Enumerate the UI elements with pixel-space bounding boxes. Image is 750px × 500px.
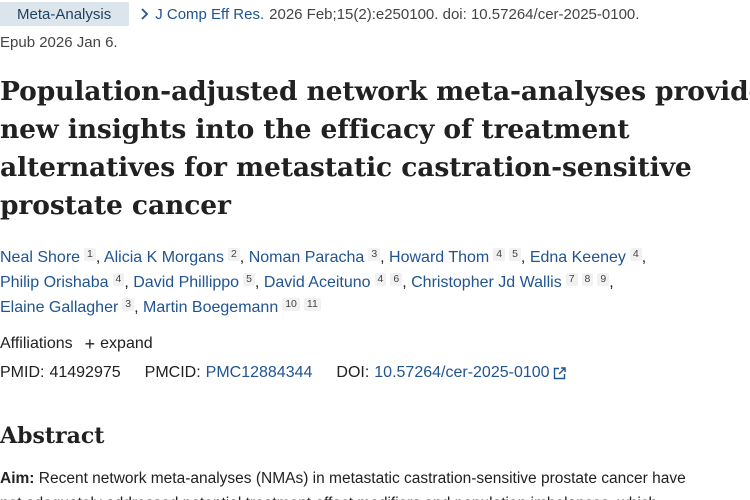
pmid-value: 41492975: [49, 364, 121, 381]
affiliation-ref[interactable]: 4: [374, 273, 387, 286]
citation-text: 2026 Feb;15(2):e250100. doi: 10.57264/ce…: [269, 5, 640, 23]
author-link[interactable]: Philip Orishaba: [0, 274, 109, 291]
affiliation-ref[interactable]: 2: [227, 248, 240, 261]
affiliation-ref[interactable]: 6: [390, 273, 403, 286]
affiliation-ref[interactable]: 8: [581, 273, 594, 286]
affiliation-ref[interactable]: 4: [629, 248, 642, 261]
expand-label: expand: [100, 335, 153, 352]
expand-affiliations-button[interactable]: + expand: [85, 335, 153, 353]
aim-line: Aim: Recent network meta-analyses (NMAs)…: [0, 466, 750, 491]
plus-icon: +: [84, 334, 96, 354]
abstract-aim: Aim: Recent network meta-analyses (NMAs)…: [0, 466, 750, 500]
author-line: Philip Orishaba 4, David Phillippo 5, Davi…: [0, 273, 614, 291]
affiliation-ref[interactable]: 10: [282, 298, 300, 311]
aim-line: not adequately addressed potential treat…: [0, 491, 750, 500]
doi-label: DOI:: [336, 364, 370, 381]
affiliation-ref[interactable]: 9: [597, 273, 610, 286]
author-link[interactable]: Christopher Jd Wallis: [411, 274, 562, 291]
affiliation-ref[interactable]: 7: [565, 273, 578, 286]
author-link[interactable]: Edna Keeney: [529, 249, 626, 266]
aim-label: Aim:: [0, 470, 35, 487]
affiliation-ref[interactable]: 4: [493, 248, 506, 261]
journal-link[interactable]: J Comp Eff Res.: [155, 5, 265, 23]
title-line: prostate cancer: [0, 190, 231, 221]
author-link[interactable]: Noman Paracha: [248, 249, 365, 266]
author-line: Elaine Gallagher 3, Martin Boegemann 10 11: [0, 295, 646, 320]
epub-date: Epub 2026 Jan 6.: [0, 34, 118, 51]
affiliation-ref[interactable]: 1: [84, 248, 96, 261]
title-line: alternatives for metastatic castration-s…: [0, 152, 692, 183]
article-type-badge: Meta-Analysis: [0, 2, 130, 26]
affiliation-ref[interactable]: 4: [112, 273, 125, 286]
abstract-heading: Abstract: [0, 423, 105, 449]
pmcid-link[interactable]: PMC12884344: [205, 364, 313, 381]
author-list: Neal Shore 1, Alicia K Morgans 2, Noman Pa…: [0, 245, 646, 320]
title-line: new insights into the efficacy of treatm…: [0, 114, 630, 145]
affiliation-ref[interactable]: 5: [243, 273, 255, 286]
author-link[interactable]: David Aceituno: [263, 274, 371, 291]
identifiers-row: PMID: 41492975 PMCID: PMC12884344 DOI: 1…: [0, 364, 566, 382]
author-link[interactable]: Howard Thom: [389, 249, 490, 266]
affiliations-row: Affiliations + expand: [0, 335, 153, 353]
affiliation-ref[interactable]: 3: [122, 298, 135, 311]
author-link[interactable]: Elaine Gallagher: [0, 299, 119, 316]
external-link-icon[interactable]: [553, 366, 566, 380]
author-link[interactable]: Martin Boegemann: [143, 299, 279, 316]
affiliation-ref[interactable]: 11: [303, 298, 321, 311]
affiliation-ref[interactable]: 5: [509, 248, 521, 261]
pmid-label: PMID:: [0, 364, 45, 381]
chevron-right-icon: [141, 8, 149, 20]
aim-text: Recent network meta-analyses (NMAs) in m…: [38, 470, 686, 487]
author-link[interactable]: Neal Shore: [0, 249, 81, 266]
article-title: Population-adjusted network meta-analyse…: [0, 73, 750, 225]
title-line: Population-adjusted network meta-analyse…: [0, 76, 750, 107]
affiliation-ref[interactable]: 3: [368, 248, 381, 261]
affiliations-label: Affiliations: [0, 335, 73, 352]
author-link[interactable]: Alicia K Morgans: [103, 249, 224, 266]
author-line: Neal Shore 1, Alicia K Morgans 2, Noman Pa…: [0, 248, 647, 266]
doi-link[interactable]: 10.57264/cer-2025-0100: [374, 364, 550, 381]
author-link[interactable]: David Phillippo: [133, 274, 240, 291]
pmcid-label: PMCID:: [144, 364, 201, 381]
citation-bar: Meta-Analysis J Comp Eff Res. 2026 Feb;1…: [0, 2, 639, 26]
